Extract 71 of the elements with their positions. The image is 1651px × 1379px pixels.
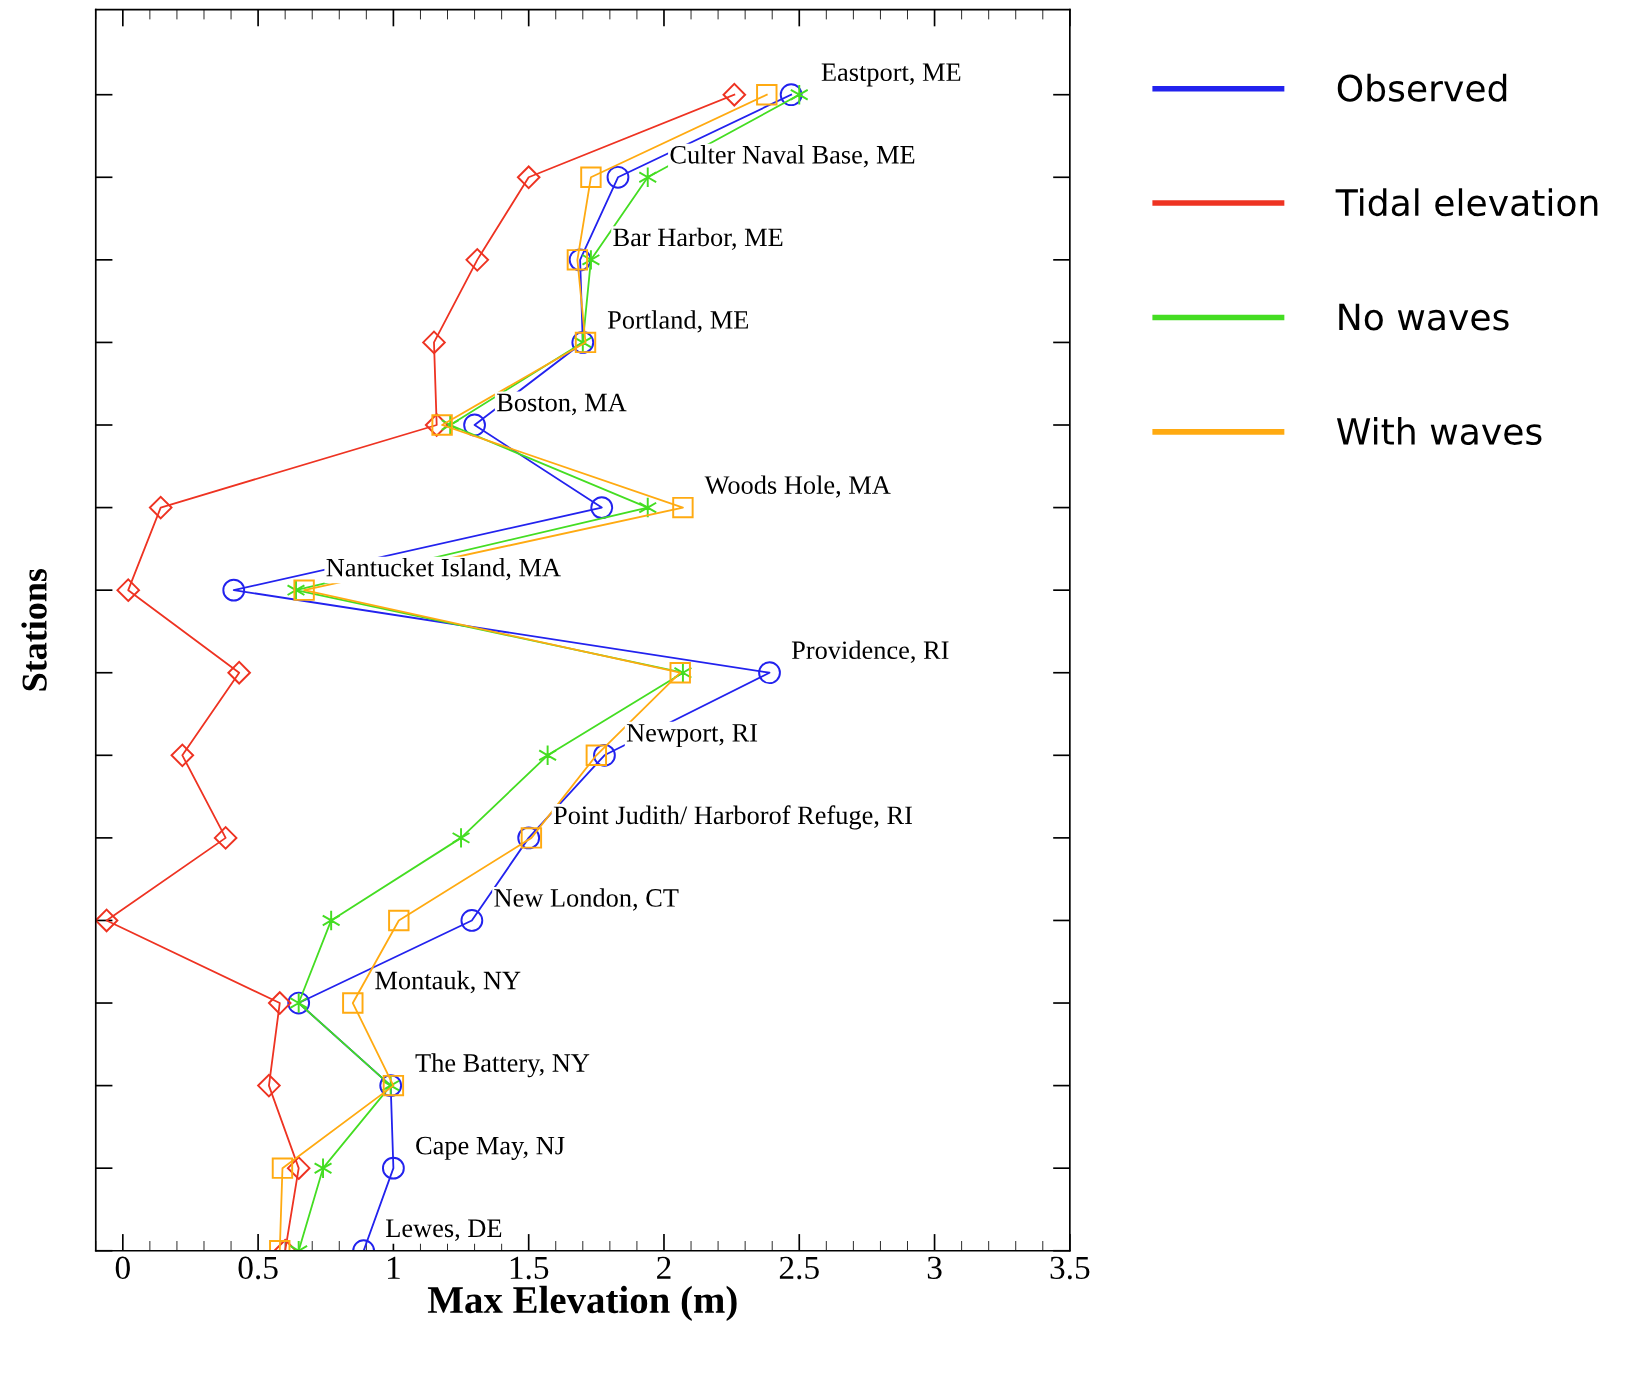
y-tick-label: Lewes, DE — [386, 1219, 502, 1241]
y-tick-label: The Battery, NY — [415, 1053, 590, 1078]
point — [342, 992, 364, 1014]
legend-label: Observed — [1337, 73, 1507, 102]
point — [286, 1156, 311, 1180]
x-tick-label: 0 — [115, 1256, 130, 1280]
y-tick-label: Newport, RI — [626, 724, 758, 748]
point — [313, 1157, 333, 1179]
x-tick-label: 0.5 — [238, 1256, 278, 1280]
point — [638, 496, 658, 519]
y-tick-label: Montauk, NY — [375, 970, 521, 994]
legend-label: Tidal elevation — [1335, 188, 1598, 217]
point — [382, 1156, 405, 1180]
x-tick-label: 2.5 — [779, 1256, 819, 1280]
y-tick-label: New London, CT — [494, 888, 679, 911]
x-tick-label: 2 — [657, 1256, 671, 1279]
point — [606, 165, 630, 189]
y-tick-label: Boston, MA — [496, 393, 627, 416]
point — [257, 1073, 281, 1098]
point — [672, 496, 694, 519]
y-tick-label: Bar Harbor, ME — [613, 227, 783, 251]
point — [593, 743, 616, 767]
y-tick-label: Point Judith/ Harborof Refuge, RI — [553, 805, 912, 830]
point — [170, 743, 195, 768]
point — [422, 330, 446, 355]
y-tick-label: Cape May, NJ — [416, 1136, 565, 1160]
x-tick-label: 1 — [388, 1256, 400, 1279]
point — [440, 414, 460, 436]
point — [451, 827, 471, 849]
point — [465, 248, 490, 272]
point — [148, 495, 173, 520]
x-tick-label: 1.5 — [510, 1256, 549, 1280]
x-axis-title: Max Elevation (m) — [427, 1285, 737, 1322]
point — [590, 496, 614, 519]
point — [638, 166, 658, 188]
y-tick-label: Eastport, ME — [821, 63, 961, 87]
point — [516, 165, 541, 190]
y-axis-title: Stations — [21, 568, 47, 691]
point — [580, 166, 602, 188]
point — [213, 826, 238, 850]
point — [758, 661, 781, 685]
point — [722, 82, 747, 107]
point — [431, 414, 453, 436]
point — [538, 744, 558, 766]
point — [116, 578, 140, 602]
y-tick-label: Providence, RI — [791, 640, 949, 663]
point — [463, 413, 486, 437]
x-tick-label: 3 — [927, 1256, 942, 1280]
point — [95, 908, 119, 933]
point — [388, 909, 410, 932]
point — [271, 1157, 294, 1179]
point — [293, 579, 315, 601]
legend-label: No waves — [1339, 303, 1509, 331]
x-tick-label: 3.5 — [1050, 1256, 1090, 1280]
point — [779, 83, 803, 107]
point — [460, 909, 484, 932]
point — [222, 578, 246, 602]
point — [424, 413, 449, 437]
point — [227, 660, 251, 685]
y-tick-label: Portland, ME — [607, 310, 749, 333]
point — [789, 84, 809, 106]
y-tick-label: Nantucket Island, MA — [326, 557, 561, 581]
legend-label: With waves — [1336, 417, 1542, 445]
point — [585, 744, 608, 766]
point — [321, 909, 341, 932]
point — [286, 579, 306, 601]
y-tick-label: Culter Naval Base, ME — [670, 145, 915, 168]
point — [267, 991, 292, 1015]
point — [581, 249, 601, 271]
y-tick-label: Woods Hole, MA — [704, 475, 891, 498]
point — [756, 84, 778, 106]
